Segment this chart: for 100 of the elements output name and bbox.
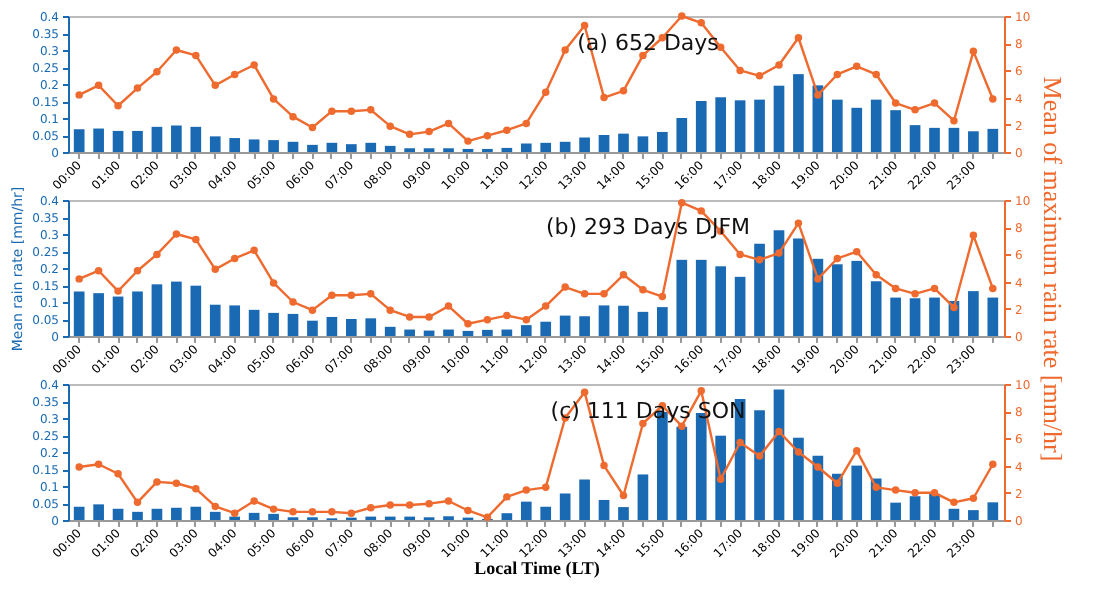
bar [171, 281, 182, 336]
point [522, 486, 531, 494]
bar [559, 315, 571, 336]
bar [948, 127, 960, 152]
point [580, 21, 589, 30]
bar [579, 137, 590, 152]
bar [190, 126, 202, 152]
bar [209, 511, 221, 520]
bar [773, 230, 785, 336]
bar [657, 307, 668, 336]
point [755, 256, 764, 264]
point [755, 72, 764, 80]
bar [987, 502, 999, 520]
point [561, 283, 569, 291]
bar [520, 143, 532, 152]
point [172, 230, 181, 238]
bar [929, 127, 940, 152]
point [114, 287, 122, 295]
point [444, 119, 453, 128]
point [192, 235, 200, 244]
point [969, 494, 978, 502]
point [794, 219, 803, 227]
point [386, 306, 394, 314]
point [522, 315, 531, 324]
point [678, 198, 686, 207]
point [386, 122, 394, 130]
bar [268, 140, 279, 152]
point [328, 508, 336, 516]
point [872, 271, 880, 279]
point [872, 70, 880, 79]
bar [132, 291, 143, 336]
bar [754, 410, 765, 520]
point [755, 452, 764, 460]
point [969, 47, 978, 56]
point [989, 460, 997, 468]
point [308, 306, 317, 314]
bar [520, 501, 532, 520]
bar [365, 318, 377, 336]
point [347, 509, 356, 517]
point [405, 501, 414, 509]
point [697, 387, 705, 395]
point [250, 497, 258, 505]
bar [890, 297, 901, 336]
bar [540, 142, 552, 152]
point [192, 51, 200, 60]
point [891, 486, 900, 494]
bar [968, 510, 979, 520]
point [989, 284, 997, 293]
point [619, 491, 628, 500]
bar [404, 329, 415, 336]
bar [618, 305, 629, 336]
point [464, 506, 472, 515]
point [736, 250, 744, 259]
point [153, 478, 161, 486]
bar [598, 305, 610, 336]
point [367, 290, 375, 298]
point [697, 207, 705, 215]
point [853, 247, 861, 256]
point [269, 505, 278, 513]
bar [851, 260, 863, 336]
point [541, 302, 550, 310]
point [328, 291, 336, 299]
bar [909, 298, 921, 336]
bar [793, 74, 804, 152]
point [483, 315, 492, 324]
point [872, 483, 880, 492]
point [425, 313, 433, 321]
point [405, 130, 414, 139]
bar [540, 506, 552, 520]
point [600, 461, 608, 470]
point [250, 246, 258, 255]
point [464, 137, 472, 145]
point [619, 87, 628, 95]
point [75, 463, 83, 471]
point [833, 254, 842, 263]
point [950, 498, 958, 507]
bar [793, 238, 804, 336]
bar [637, 136, 649, 152]
point [405, 313, 414, 321]
point [911, 489, 919, 497]
point [94, 460, 103, 468]
bar [754, 99, 765, 152]
point [930, 284, 939, 293]
point [308, 123, 317, 132]
point [483, 131, 492, 140]
bar [715, 266, 727, 336]
bar [676, 259, 688, 336]
point [814, 275, 822, 283]
bar [851, 107, 863, 152]
point [891, 284, 900, 293]
point [736, 438, 744, 447]
point [211, 81, 219, 90]
point [367, 504, 375, 512]
bar [793, 437, 804, 520]
point [308, 508, 317, 516]
bar [987, 128, 999, 152]
bar [637, 311, 649, 336]
bar [831, 264, 843, 336]
point [716, 475, 725, 483]
point [230, 509, 239, 517]
